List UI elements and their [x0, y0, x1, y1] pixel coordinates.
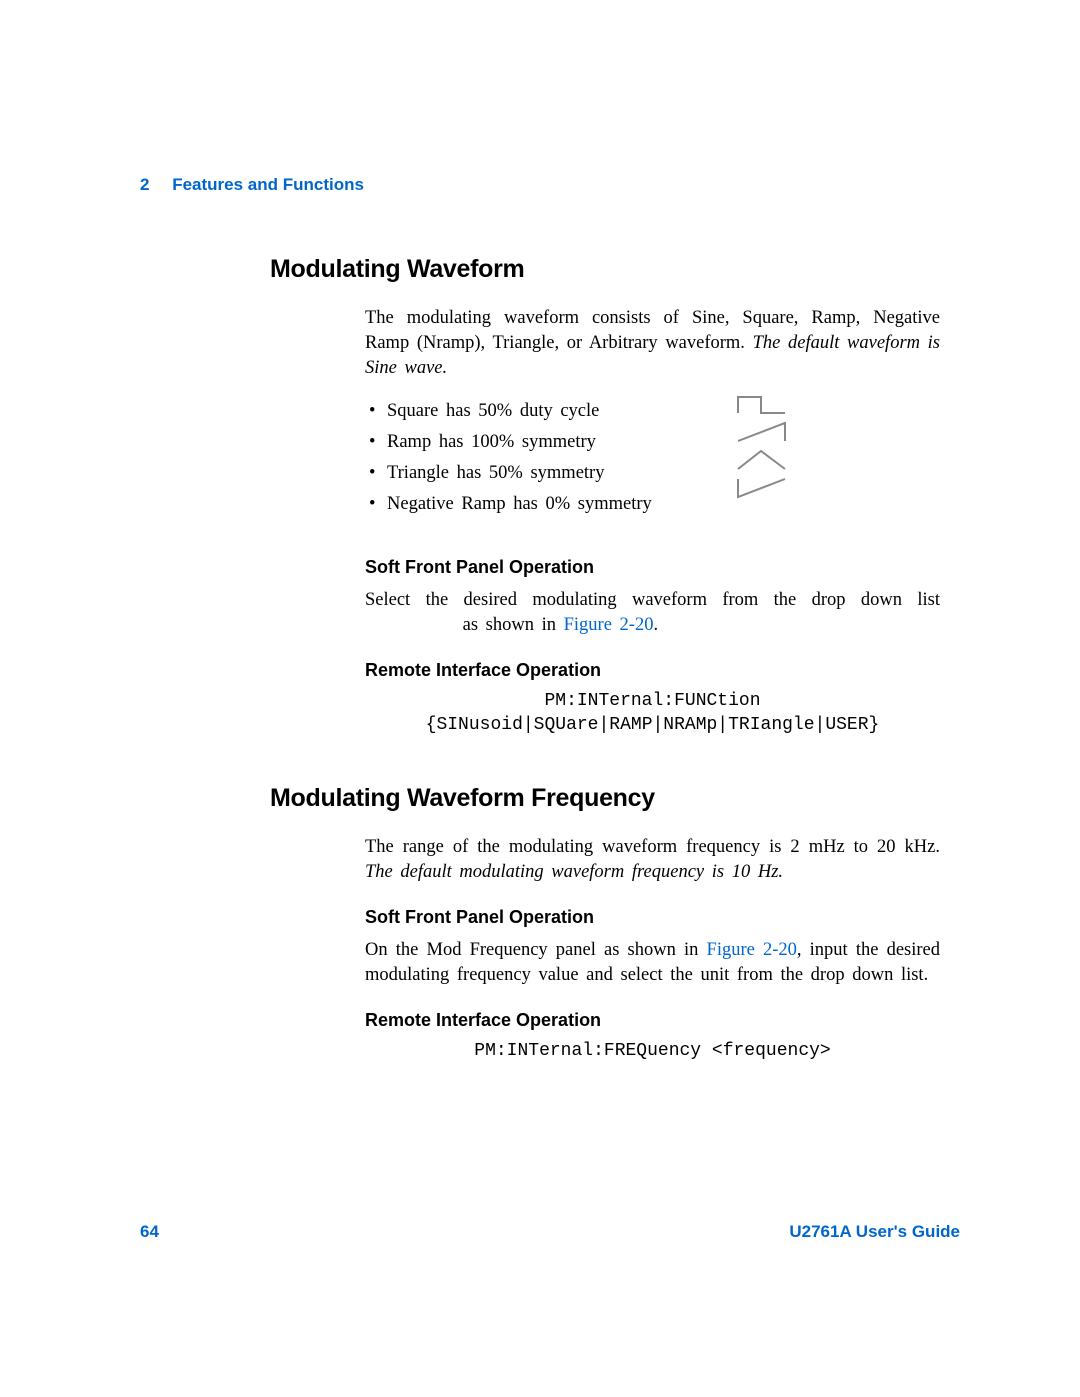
figure-reference-link-2[interactable]: Figure 2-20	[707, 940, 797, 960]
triangle-wave-icon	[738, 451, 785, 469]
sfp-paragraph-1: Select the desired modulating waveform f…	[365, 588, 940, 638]
section2-intro: The range of the modulating waveform fre…	[365, 835, 940, 885]
list-item: Negative Ramp has 0% symmetry	[365, 492, 695, 517]
list-item: Triangle has 50% symmetry	[365, 461, 695, 486]
ramp-wave-icon	[738, 423, 785, 441]
negative-ramp-wave-icon	[738, 479, 785, 497]
code-line-2: PM:INTernal:FREQuency <frequency>	[365, 1041, 940, 1061]
guide-title: U2761A User's Guide	[789, 1222, 960, 1242]
sfp-paragraph-2: On the Mod Frequency panel as shown in F…	[365, 938, 940, 988]
bullet-row: Square has 50% duty cycle Ramp has 100% …	[365, 391, 940, 535]
section-heading-modulating-waveform: Modulating Waveform	[270, 255, 960, 284]
sfp-text-b: as shown in	[463, 615, 564, 635]
code-line-1b: {SINusoid|SQUare|RAMP|NRAMp|TRIangle|USE…	[365, 715, 940, 735]
page-footer: 64 U2761A User's Guide	[140, 1222, 960, 1242]
chapter-title: Features and Functions	[172, 175, 364, 194]
subheading-soft-front-panel-1: Soft Front Panel Operation	[365, 557, 960, 578]
figure-reference-link[interactable]: Figure 2-20	[564, 615, 654, 635]
subheading-remote-interface-1: Remote Interface Operation	[365, 660, 960, 681]
subheading-remote-interface-2: Remote Interface Operation	[365, 1010, 960, 1031]
section-heading-modulating-frequency: Modulating Waveform Frequency	[270, 784, 960, 813]
waveform-bullet-list: Square has 50% duty cycle Ramp has 100% …	[365, 399, 695, 517]
chapter-number: 2	[140, 175, 149, 194]
code-line-1a: PM:INTernal:FUNCtion	[365, 691, 940, 711]
subheading-soft-front-panel-2: Soft Front Panel Operation	[365, 907, 960, 928]
freq-default-text: The default modulating waveform frequenc…	[365, 862, 783, 882]
page-container: 2 Features and Functions Modulating Wave…	[0, 0, 1080, 1397]
section1-intro: The modulating waveform consists of Sine…	[365, 306, 940, 535]
sfp-text-c: .	[653, 615, 658, 635]
waveform-icons	[735, 391, 791, 501]
list-item: Ramp has 100% symmetry	[365, 430, 695, 455]
sfp2-text-a: On the Mod Frequency panel as shown in	[365, 940, 707, 960]
sfp-text-a: Select the desired modulating waveform f…	[365, 590, 940, 610]
square-wave-icon	[738, 397, 785, 413]
list-item: Square has 50% duty cycle	[365, 399, 695, 424]
page-number: 64	[140, 1222, 159, 1242]
running-header: 2 Features and Functions	[140, 175, 960, 195]
freq-intro-text: The range of the modulating waveform fre…	[365, 837, 940, 857]
